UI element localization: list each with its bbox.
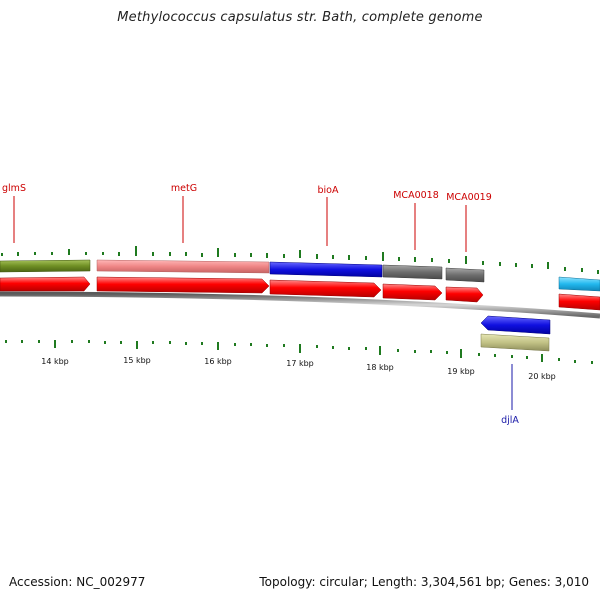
kbp-label-18: 18 kbp xyxy=(366,363,394,372)
gene-glmS-cds-arrow[interactable] xyxy=(0,276,91,292)
map-title: Methylococcus capsulatus str. Bath, comp… xyxy=(117,10,483,25)
kbp-label-17: 17 kbp xyxy=(286,359,314,368)
forward-cds-arrows xyxy=(0,276,600,311)
label-leader-lines xyxy=(13,196,513,410)
gene-bioA-category-block[interactable] xyxy=(269,261,383,278)
kbp-label-20: 20 kbp xyxy=(528,372,556,381)
gene-metG-category-block[interactable] xyxy=(96,259,270,274)
gene-glmS-category-block[interactable] xyxy=(0,259,91,273)
gene-MCA0018-category-block[interactable] xyxy=(382,264,443,280)
gene-label-glmS[interactable]: glmS xyxy=(2,183,26,194)
gene-label-MCA0018[interactable]: MCA0018 xyxy=(393,190,439,201)
gene-label-djlA[interactable]: djlA xyxy=(501,415,519,426)
gene-metG-cds-arrow[interactable] xyxy=(96,276,270,294)
gene-next-category-block[interactable] xyxy=(558,276,600,292)
gene-next-cds-arrow[interactable] xyxy=(558,293,600,311)
genome-stats-text: Topology: circular; Length: 3,304,561 bp… xyxy=(259,575,589,589)
lower-tick-row xyxy=(5,340,593,364)
reverse-strand-genes xyxy=(480,315,551,352)
gene-MCA0019-category-block[interactable] xyxy=(445,267,485,283)
kbp-label-16: 16 kbp xyxy=(204,357,232,366)
kbp-label-15: 15 kbp xyxy=(123,356,151,365)
genome-backbone xyxy=(0,291,600,319)
gene-MCA0019-cds-arrow[interactable] xyxy=(445,286,484,303)
gene-label-MCA0019[interactable]: MCA0019 xyxy=(446,192,492,203)
gene-MCA0018-cds-arrow[interactable] xyxy=(382,283,443,301)
gene-label-bioA[interactable]: bioA xyxy=(318,185,339,196)
gene-label-metG[interactable]: metG xyxy=(171,183,197,194)
accession-text: Accession: NC_002977 xyxy=(9,575,146,589)
upper-tick-row xyxy=(1,246,599,274)
gene-djlA-cds-arrow[interactable] xyxy=(480,315,551,335)
kbp-label-19: 19 kbp xyxy=(447,367,475,376)
kbp-label-14: 14 kbp xyxy=(41,357,69,366)
gene-djlA-category-block[interactable] xyxy=(480,333,550,352)
gene-bioA-cds-arrow[interactable] xyxy=(269,279,382,298)
forward-category-blocks xyxy=(0,259,600,292)
